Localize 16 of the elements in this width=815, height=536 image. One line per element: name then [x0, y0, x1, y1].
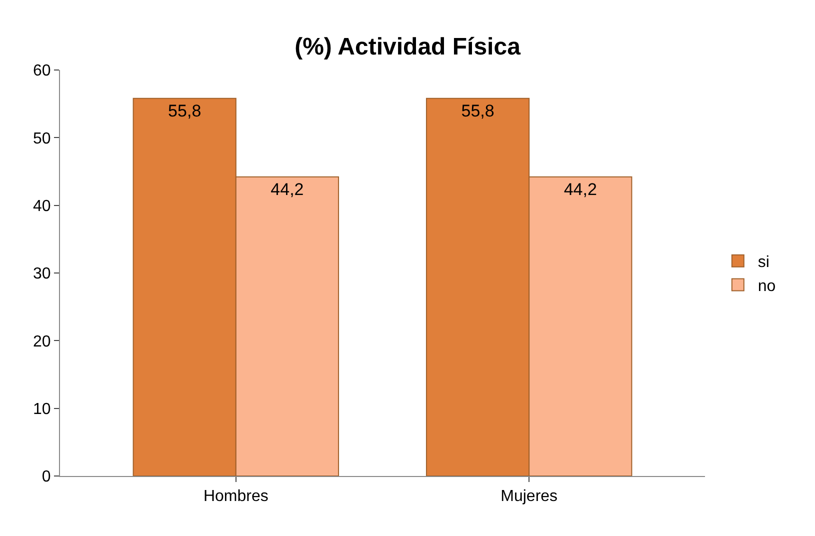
legend-label: si — [758, 254, 770, 272]
chart-title: (%) Actividad Física — [294, 33, 522, 60]
x-tick-label: Hombres — [203, 488, 268, 506]
y-tick-label: 50 — [33, 130, 51, 148]
y-tick-label: 40 — [33, 198, 51, 215]
data-label: 44,2 — [270, 180, 304, 199]
y-tick-label: 60 — [33, 62, 51, 80]
y-tick-label: 10 — [33, 400, 51, 418]
data-label: 55,8 — [168, 101, 202, 120]
data-label: 44,2 — [564, 180, 597, 199]
legend-label: no — [758, 278, 776, 295]
y-tick-label: 20 — [33, 333, 51, 350]
data-label: 55,8 — [461, 101, 494, 120]
x-tick-label: Mujeres — [500, 488, 558, 506]
y-tick-label: 0 — [42, 468, 51, 486]
y-tick-label: 30 — [33, 266, 51, 283]
